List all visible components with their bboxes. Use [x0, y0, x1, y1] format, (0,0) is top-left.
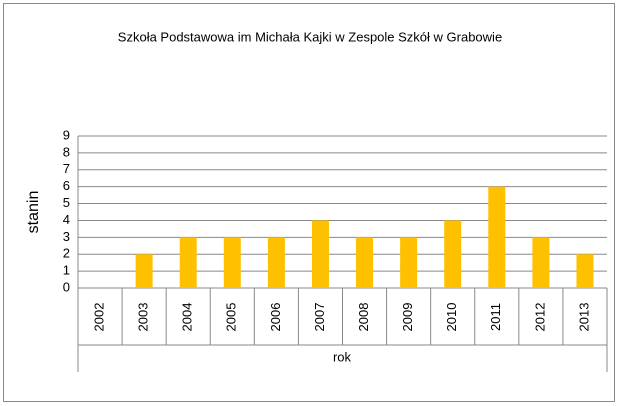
bar: [179, 237, 197, 288]
x-tick-label: 2008: [356, 303, 371, 332]
x-tick-label: 2013: [576, 303, 591, 332]
x-tick-label: 2006: [268, 303, 283, 332]
y-tick-label: 1: [63, 263, 70, 278]
x-tick-label: 2010: [444, 303, 459, 332]
y-tick-label: 3: [63, 229, 70, 244]
y-tick-label: 8: [63, 144, 70, 159]
bar: [135, 254, 153, 288]
x-tick-label: 2007: [312, 303, 327, 332]
bar: [223, 237, 241, 288]
bar: [576, 254, 594, 288]
bar: [400, 237, 418, 288]
y-tick-label: 6: [63, 178, 70, 193]
bar: [311, 220, 329, 288]
bar: [356, 237, 374, 288]
y-axis-label: stanin: [25, 191, 42, 234]
x-tick-label: 2011: [488, 303, 503, 331]
bar: [444, 220, 462, 288]
bar: [267, 237, 285, 288]
x-tick-label: 2009: [400, 303, 415, 332]
y-tick-label: 5: [63, 195, 70, 210]
x-tick-label: 2003: [136, 303, 151, 332]
chart-border: [3, 3, 615, 402]
y-tick-label: 2: [63, 246, 70, 261]
bar: [488, 186, 506, 288]
x-tick-label: 2005: [224, 303, 239, 332]
x-axis-label: rok: [333, 349, 352, 364]
y-tick-label: 0: [63, 279, 70, 294]
y-tick-label: 7: [63, 161, 70, 176]
x-tick-label: 2004: [180, 303, 195, 332]
chart-title: Szkoła Podstawowa im Michała Kajki w Zes…: [118, 29, 502, 44]
x-tick-label: 2012: [532, 303, 547, 332]
bar: [532, 237, 550, 288]
y-tick-label: 9: [63, 127, 70, 142]
x-tick-label: 2002: [91, 303, 106, 332]
y-tick-label: 4: [63, 212, 70, 227]
